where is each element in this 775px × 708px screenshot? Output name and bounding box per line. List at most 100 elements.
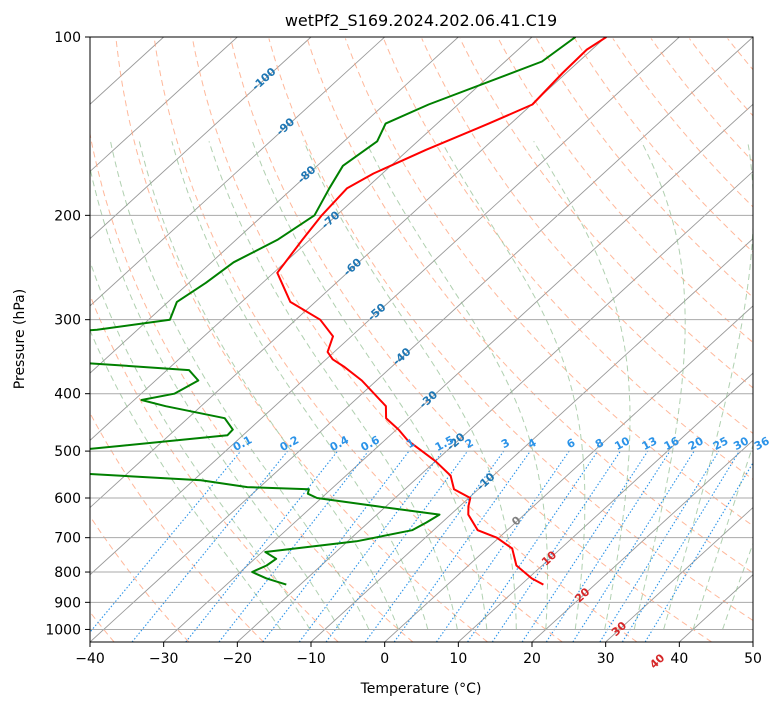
mixing-ratio-line: [545, 450, 671, 642]
mixing-ratio-line: [218, 450, 369, 642]
plot-frame: [89, 36, 754, 643]
dry-adiabat: [153, 38, 563, 642]
mixing-ratio-line: [185, 450, 339, 642]
isotherm-label: 40: [647, 651, 667, 671]
isotherm-line: [384, 305, 753, 642]
x-tick-label: 50: [744, 651, 762, 667]
isotherm-line: [90, 37, 606, 509]
y-tick-label: 500: [54, 444, 81, 460]
mixing-ratio-line: [491, 450, 621, 642]
dry-adiabat: [90, 131, 414, 642]
isotherm-line: [90, 37, 238, 173]
mixing-ratio-line: [572, 450, 695, 642]
background-lines: [90, 37, 775, 643]
isotherm-line: [90, 37, 680, 576]
moist-adiabat: [663, 141, 753, 630]
mixing-ratio-label: 1: [404, 436, 417, 451]
mixing-ratio-label: 16: [662, 434, 682, 453]
mixing-ratio-label: 6: [565, 436, 578, 451]
mixing-ratio-line: [621, 450, 740, 642]
pressure-gridlines: [90, 37, 753, 630]
x-tick-label: −20: [223, 651, 253, 667]
moist-adiabat: [90, 165, 340, 630]
y-tick-label: 800: [54, 565, 81, 581]
isotherm-label: -100: [249, 65, 278, 93]
moist-adiabat: [208, 141, 458, 630]
moist-adiabat: [722, 542, 753, 630]
mixing-ratio-label: 30: [731, 434, 751, 453]
dry-adiabat: [727, 38, 753, 71]
isotherm-line: [237, 170, 753, 642]
dry-adiabat: [766, 39, 775, 643]
mixing-ratio-line: [599, 450, 720, 642]
isotherm-line: [752, 641, 753, 642]
dry-adiabat: [536, 38, 753, 298]
moist-adiabat: [692, 443, 753, 630]
mixing-ratio-label: 8: [593, 436, 606, 451]
mixing-ratio-line: [298, 450, 444, 642]
chart-title: wetPf2_S169.2024.202.06.41.C19: [285, 11, 557, 31]
moist-adiabat: [440, 141, 586, 630]
mixing-ratio-line: [467, 450, 599, 642]
isotherm-line: [605, 506, 753, 642]
isotherm-line: [90, 37, 312, 240]
dewpoint-profile: [90, 37, 577, 586]
isotherm-line: [163, 103, 753, 642]
y-tick-label: 900: [54, 595, 81, 611]
dry-adiabat: [383, 38, 753, 481]
moist-adiabat: [90, 259, 311, 630]
x-tick-label: −30: [149, 651, 179, 667]
mixing-ratio-label: 2: [463, 436, 476, 451]
dry-adiabat: [650, 38, 753, 163]
y-tick-label: 400: [54, 387, 81, 403]
mixing-ratio-label: 4: [526, 436, 539, 451]
mixing-ratio-line: [393, 450, 531, 642]
moist-adiabat: [90, 329, 281, 630]
moist-adiabat: [303, 141, 517, 630]
isotherm-line: [90, 37, 533, 441]
axes: −40 −30 −20 −10 0 10 20 30 40 50 100 200 300 400 500 60…: [45, 30, 762, 667]
y-tick-label: 600: [54, 491, 81, 507]
moist-adiabat: [633, 141, 686, 630]
mixing-ratio-line: [325, 450, 468, 642]
dry-adiabat: [344, 38, 753, 527]
x-tick-label: −40: [75, 651, 105, 667]
mixing-ratio-line: [644, 461, 753, 642]
x-axis-label: Temperature (°C): [360, 681, 482, 697]
y-tick-label: 700: [54, 531, 81, 547]
moist-adiabat: [110, 141, 370, 630]
isotherm-line: [90, 37, 459, 374]
y-tick-label: 1000: [45, 622, 81, 638]
mixing-ratio-label: 20: [686, 434, 706, 453]
isotherm-line: [458, 372, 753, 642]
dry-adiabat: [90, 412, 264, 642]
mixing-ratio-label: 36: [752, 434, 772, 453]
profile-lines: [90, 37, 607, 586]
mixing-ratio-line: [90, 450, 242, 634]
dry-adiabat: [192, 38, 638, 642]
dry-adiabat: [688, 38, 753, 117]
mixing-ratio-line: [364, 450, 505, 642]
isotherm-line: [310, 238, 753, 642]
dry-adiabat: [459, 38, 753, 389]
mixing-ratio-line: [262, 450, 410, 642]
y-tick-label: 100: [54, 30, 81, 46]
y-tick-label: 200: [54, 208, 81, 224]
dry-adiabat: [115, 38, 488, 642]
mixing-ratio-line: [131, 450, 289, 642]
isotherm-line: [90, 37, 385, 307]
dry-adiabat: [574, 38, 753, 253]
moist-adiabat: [138, 141, 399, 630]
x-tick-label: 20: [523, 651, 541, 667]
isotherm-line: [531, 439, 753, 642]
x-tick-label: −10: [296, 651, 326, 667]
moist-adiabat: [251, 141, 488, 630]
moist-adiabat: [533, 141, 631, 630]
x-tick-label: 40: [670, 651, 688, 667]
y-axis-label: Pressure (hPa): [12, 289, 28, 389]
mixing-ratio-line: [521, 450, 649, 642]
temperature-profile: [276, 37, 607, 586]
x-tick-label: 10: [449, 651, 467, 667]
x-tick-label: 0: [380, 651, 389, 667]
